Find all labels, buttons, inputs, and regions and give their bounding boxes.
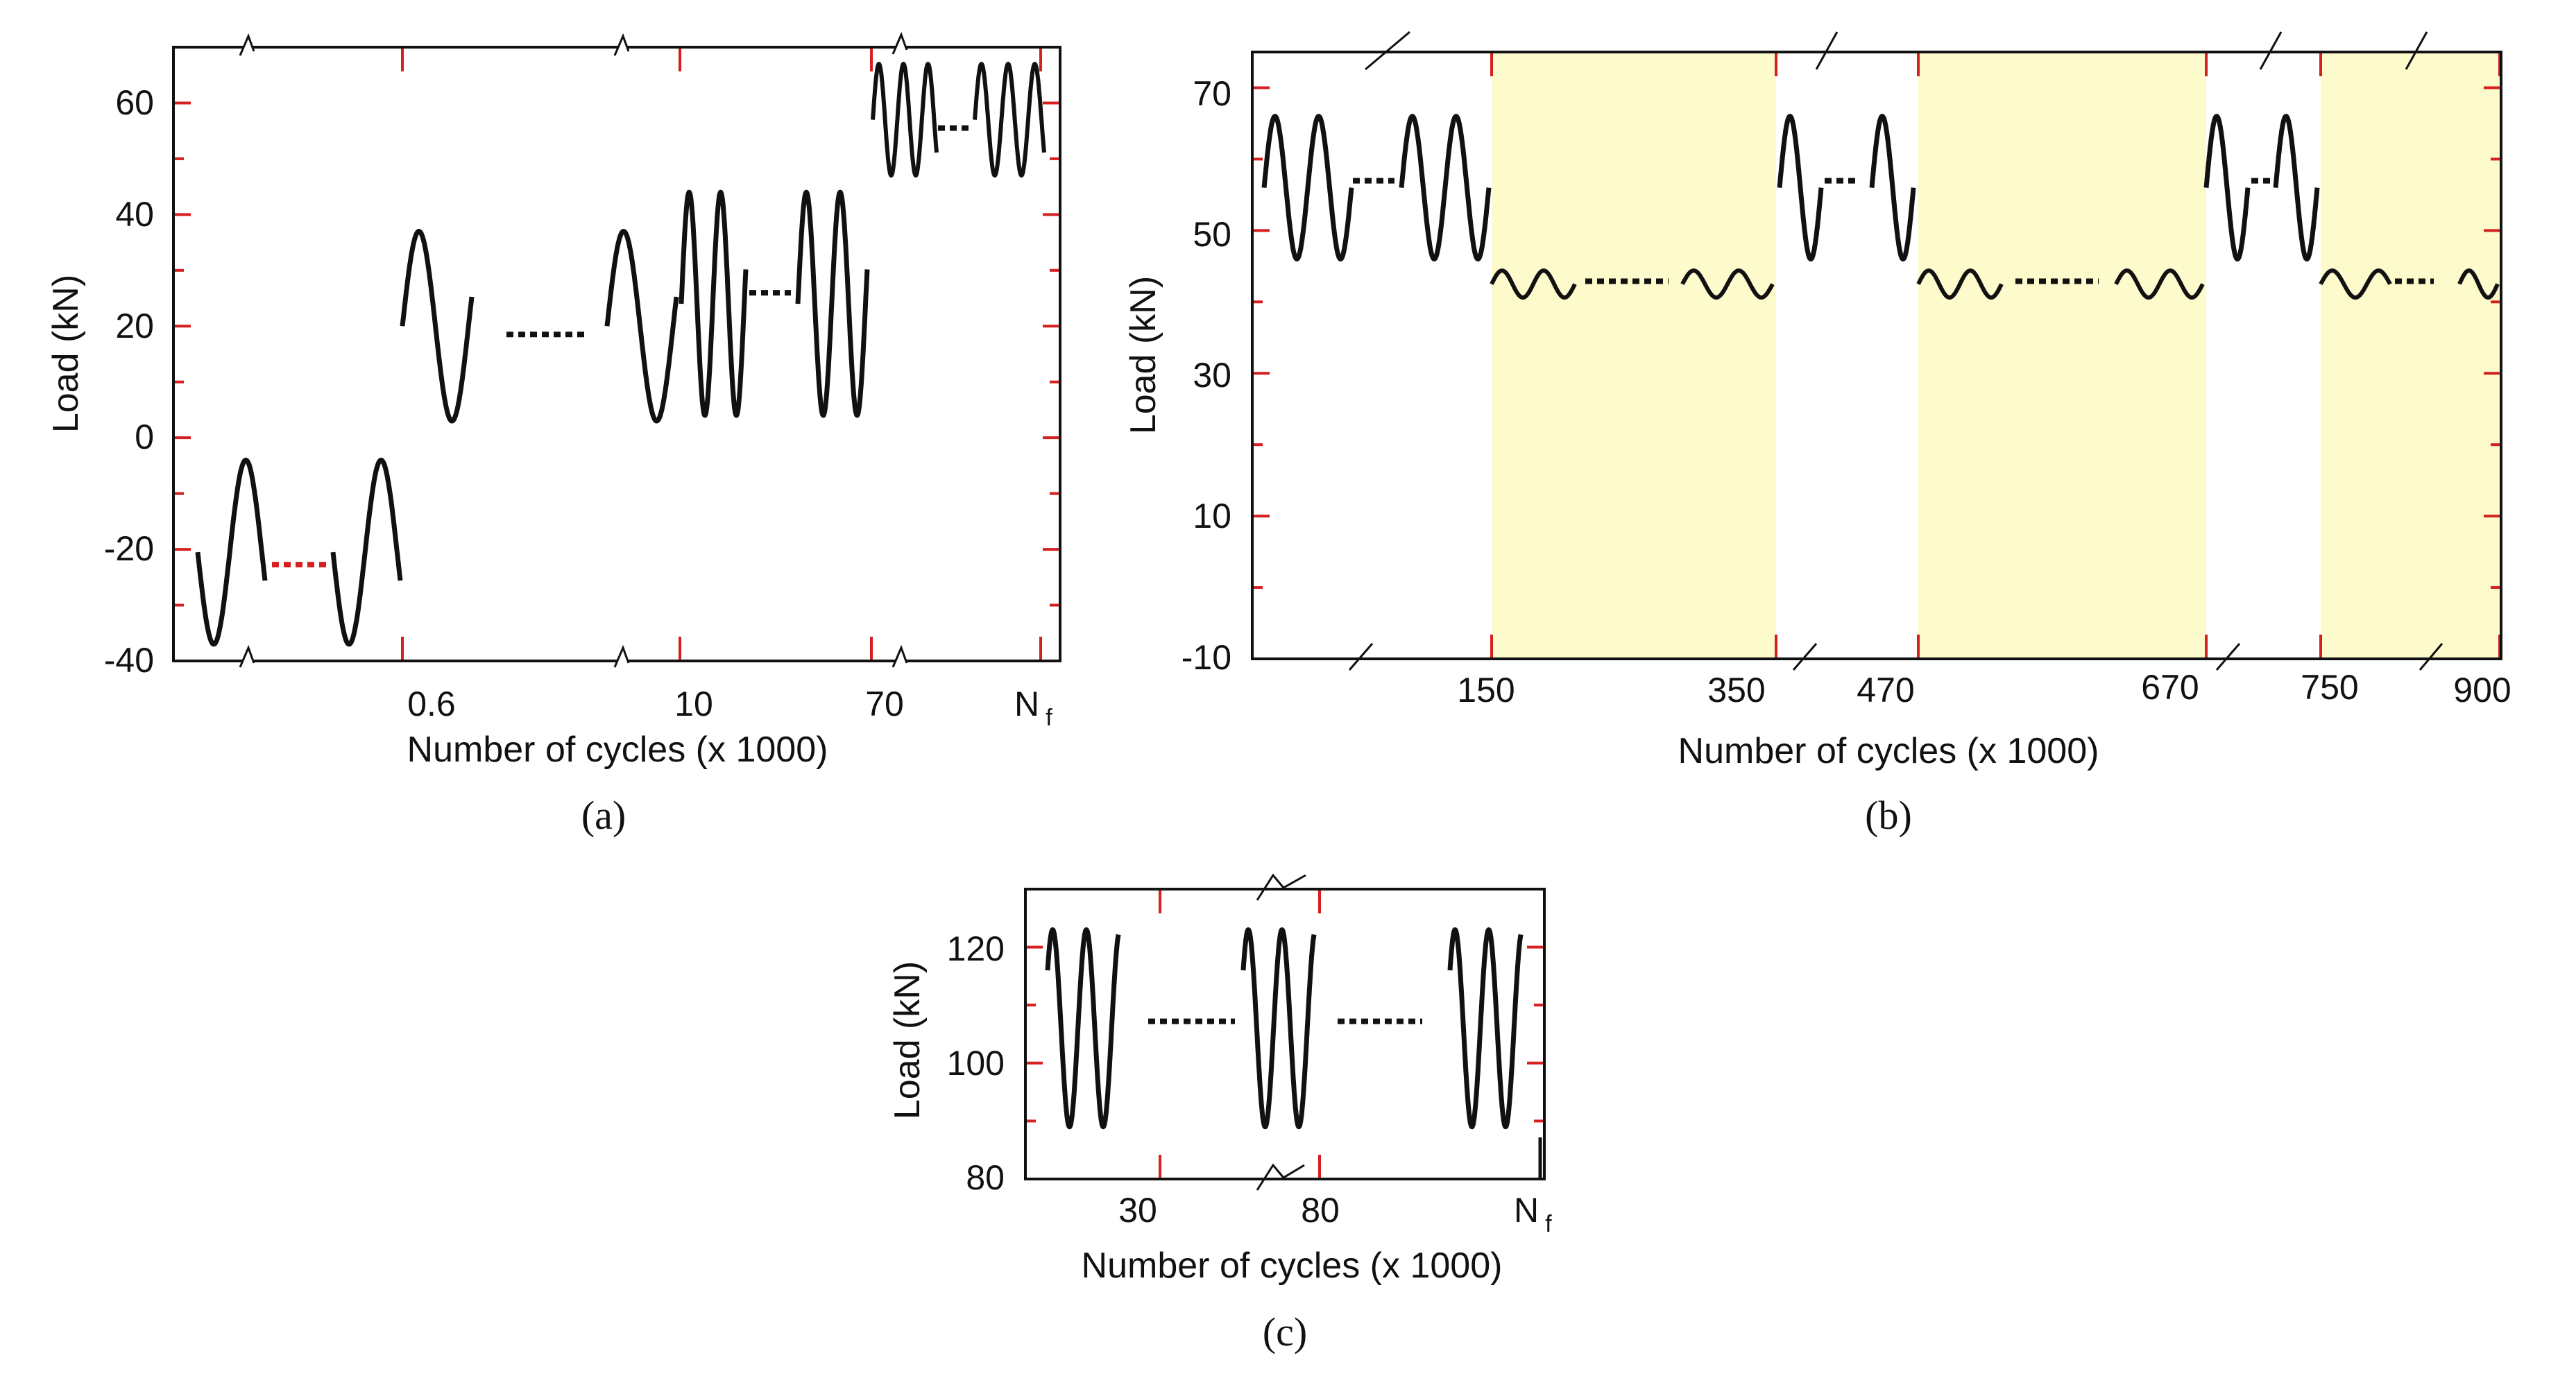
panel-c-axis-breaks (1256, 873, 1306, 1191)
panel-b-y-tick-labels: -10 10 30 50 70 (1182, 74, 1231, 677)
panel-b-caption: (b) (1865, 793, 1912, 838)
panel-a: -40 -20 0 20 40 60 0.6 10 70 N f Number … (46, 31, 1061, 838)
panel-c: 80 100 120 30 80 N f Number of cycles (x… (887, 873, 1552, 1354)
panel-a-y-tick-labels: -40 -20 0 20 40 60 (104, 83, 154, 680)
b-ytick: 30 (1193, 356, 1231, 395)
rest-cycle-wave (2114, 268, 2205, 300)
rest-period-shade (1492, 53, 1776, 657)
c-ytick: 100 (947, 1044, 1005, 1083)
load-cycle-wave (1045, 927, 1121, 1130)
a-xtick-nf-sub: f (1046, 705, 1052, 731)
panel-a-x-tick-labels: 0.6 10 70 N f (407, 685, 1052, 731)
a-xtick-nf: N (1014, 685, 1039, 723)
a-xtick: 0.6 (407, 685, 456, 723)
rest-period-shade (1918, 53, 2206, 657)
panel-c-y-label: Load (kN) (887, 961, 928, 1119)
panel-c-x-label: Number of cycles (x 1000) (1082, 1246, 1503, 1286)
panel-b: -10 10 30 50 70 150 350 470 670 750 900 … (1123, 31, 2511, 838)
c-ytick: 80 (966, 1158, 1005, 1197)
rest-cycle-wave (2457, 268, 2500, 300)
b-ytick: 10 (1193, 497, 1231, 535)
panel-b-x-tick-labels: 150 350 470 670 750 900 (1457, 668, 2511, 709)
c-xtick: 30 (1118, 1191, 1157, 1230)
panel-b-x-label: Number of cycles (x 1000) (1678, 731, 2099, 771)
load-cycle-wave (400, 229, 475, 424)
rest-cycle-wave (1490, 268, 1577, 300)
panel-b-waves (1261, 114, 2500, 300)
load-cycle-wave (679, 189, 749, 418)
a-ytick: -20 (104, 529, 154, 568)
load-cycle-wave (1447, 927, 1524, 1130)
load-cycle-wave (1777, 114, 1824, 261)
load-cycle-wave (1399, 114, 1492, 261)
panel-a-frame (172, 46, 1061, 662)
a-xtick: 10 (674, 685, 713, 723)
load-cycle-wave (1261, 114, 1354, 261)
load-cycle-wave (604, 229, 679, 424)
load-cycle-wave (330, 457, 403, 647)
load-cycle-wave (195, 457, 268, 647)
panel-c-y-tick-labels: 80 100 120 (947, 929, 1005, 1197)
a-ytick: 60 (115, 83, 154, 122)
c-xtick-nf: N (1514, 1191, 1539, 1230)
load-cycle-wave (1240, 927, 1317, 1130)
load-cycle-wave (795, 189, 870, 418)
panel-a-ticks (173, 46, 1060, 662)
b-xtick: 350 (1707, 671, 1765, 709)
b-ytick: -10 (1182, 638, 1231, 677)
b-ytick: 70 (1193, 74, 1231, 113)
panel-a-waves (195, 62, 1046, 647)
a-ytick: 20 (115, 307, 154, 345)
c-xtick-nf-sub: f (1545, 1211, 1552, 1237)
panel-b-shaded-regions (1492, 53, 2501, 657)
c-ytick: 120 (947, 929, 1005, 968)
load-cycle-wave (2273, 114, 2320, 261)
rest-period-shade (2321, 53, 2501, 657)
load-cycle-wave (2203, 114, 2251, 261)
panel-a-y-label: Load (kN) (46, 275, 86, 433)
panel-a-x-label: Number of cycles (x 1000) (407, 730, 828, 770)
rest-cycle-wave (1916, 268, 2004, 300)
load-cycle-wave (973, 62, 1046, 178)
load-cycle-wave (871, 62, 939, 178)
panel-c-caption: (c) (1263, 1309, 1307, 1354)
panel-a-axis-breaks (239, 31, 908, 668)
panel-b-axis-breaks (1348, 31, 2443, 671)
a-ytick: 0 (135, 418, 154, 456)
a-ytick: -40 (104, 641, 154, 680)
rest-cycle-wave (2319, 268, 2392, 300)
panel-c-frame (1024, 888, 1546, 1180)
b-ytick: 50 (1193, 215, 1231, 254)
rest-cycle-wave (1680, 268, 1775, 300)
b-xtick: 150 (1457, 671, 1515, 709)
panel-c-x-tick-labels: 30 80 N f (1118, 1191, 1552, 1237)
c-xtick: 80 (1301, 1191, 1340, 1230)
a-xtick: 70 (865, 685, 904, 723)
b-xtick: 750 (2301, 668, 2358, 707)
a-ytick: 40 (115, 195, 154, 234)
b-xtick: 670 (2141, 668, 2199, 707)
panel-b-y-label: Load (kN) (1123, 276, 1163, 434)
load-cycle-wave (1869, 114, 1916, 261)
b-xtick: 470 (1857, 671, 1914, 709)
panel-a-caption: (a) (581, 793, 626, 838)
b-xtick: 900 (2453, 671, 2511, 709)
panel-c-waves (1045, 927, 1524, 1130)
panel-b-frame (1251, 51, 2502, 660)
